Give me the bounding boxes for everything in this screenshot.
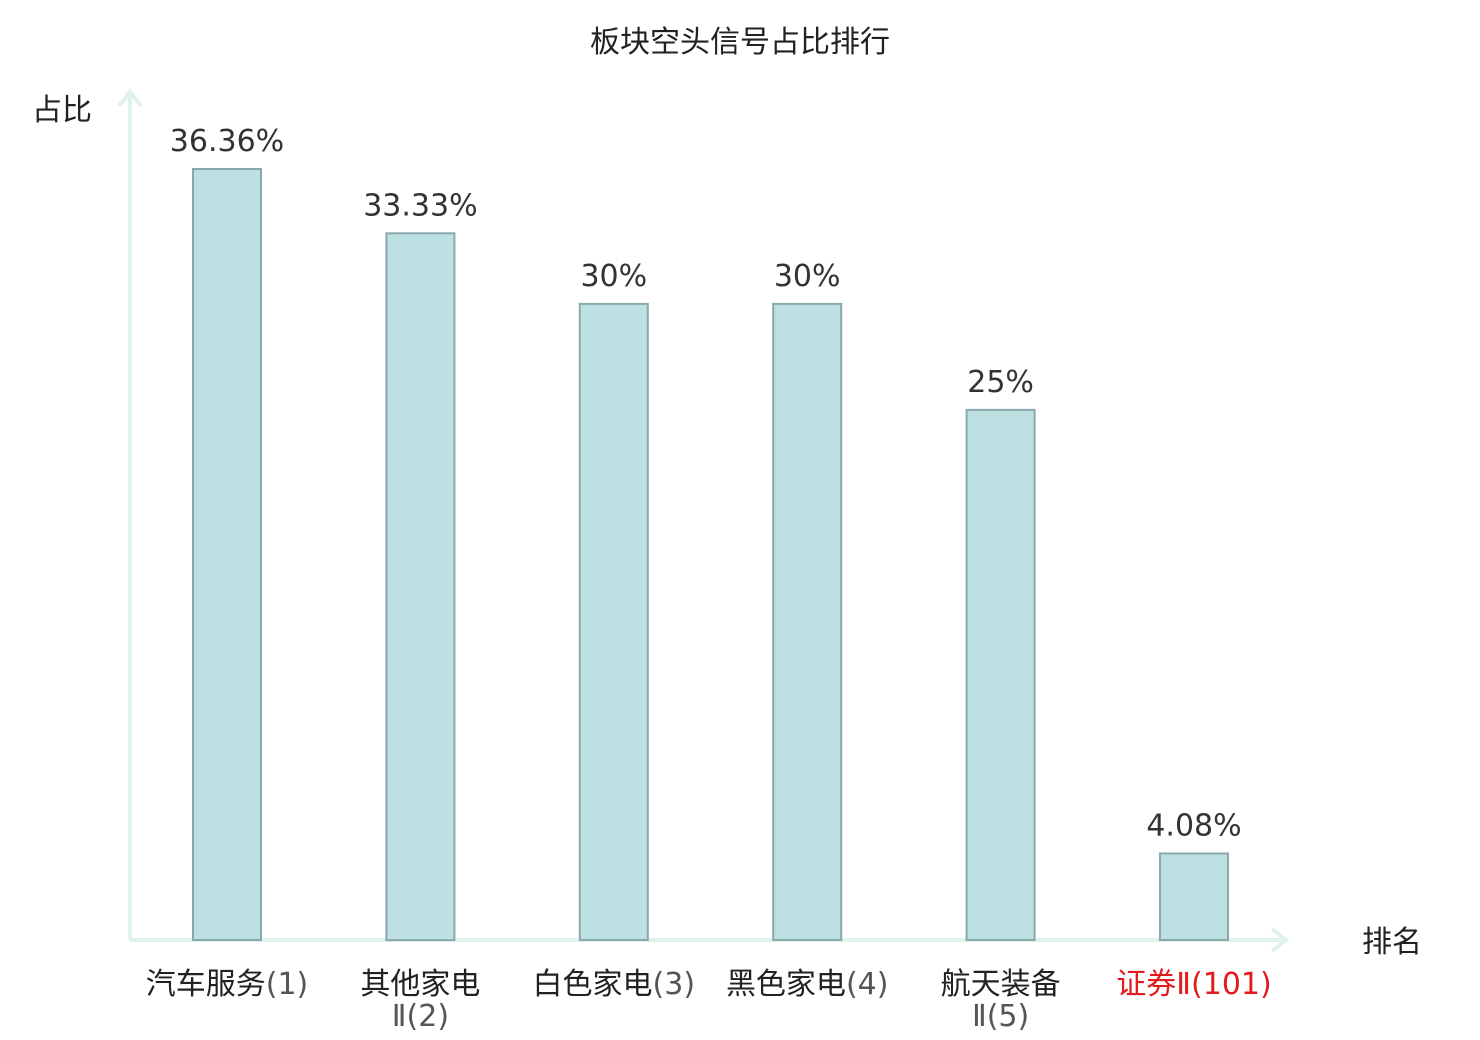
value-label-2: 33.33% xyxy=(363,188,477,223)
value-label-4: 30% xyxy=(774,259,841,294)
bars xyxy=(192,168,1229,942)
category-label-2: 其他家电 Ⅱ(2) xyxy=(360,967,480,1034)
chart-title: 板块空头信号占比排行 xyxy=(590,25,890,60)
category-name: 汽车服务 xyxy=(146,967,266,1002)
category-rank: (3) xyxy=(653,967,696,1002)
bar-5 xyxy=(965,408,1036,941)
x-axis-arrow xyxy=(1270,927,1290,953)
category-label-3: 白色家电(3) xyxy=(533,967,696,1002)
category-rank: Ⅱ(101) xyxy=(1176,967,1271,1002)
category-label-4: 黑色家电(4) xyxy=(726,967,889,1002)
bar-2 xyxy=(385,232,456,942)
category-name: 证券 xyxy=(1116,967,1176,1002)
bar-3 xyxy=(578,302,649,941)
y-axis-arrow xyxy=(117,88,143,108)
bar-1 xyxy=(192,168,262,941)
category-label-6: 证券Ⅱ(101) xyxy=(1116,967,1271,1002)
category-label-5: 航天装备 Ⅱ(5) xyxy=(941,967,1061,1034)
category-name: 其他家电 xyxy=(360,967,480,1002)
y-axis-title: 占比 xyxy=(32,93,92,128)
category-rank: (1) xyxy=(266,967,309,1002)
category-rank: Ⅱ(5) xyxy=(972,999,1029,1034)
axes xyxy=(117,88,1290,953)
value-label-3: 30% xyxy=(580,259,647,294)
value-label-5: 25% xyxy=(967,365,1034,400)
category-rank: Ⅱ(2) xyxy=(392,999,449,1034)
category-name: 白色家电 xyxy=(533,967,653,1002)
x-axis-title: 排名 xyxy=(1362,925,1422,960)
category-rank: (4) xyxy=(846,967,889,1002)
value-label-6: 4.08% xyxy=(1146,809,1241,844)
category-labels: 汽车服务(1) 其他家电 Ⅱ(2)白色家电(3) 黑色家电(4) 航天装备 Ⅱ(5)证券Ⅱ… xyxy=(146,967,1272,1034)
bar-4 xyxy=(772,302,843,941)
value-labels: 36.36% 33.33% 30% 30% 25% 4.08% xyxy=(170,124,1242,844)
bar-6 xyxy=(1159,852,1229,941)
category-name: 黑色家电 xyxy=(726,967,846,1002)
value-label-1: 36.36% xyxy=(170,124,284,159)
category-name: 航天装备 xyxy=(941,967,1061,1002)
category-label-1: 汽车服务(1) xyxy=(146,967,309,1002)
